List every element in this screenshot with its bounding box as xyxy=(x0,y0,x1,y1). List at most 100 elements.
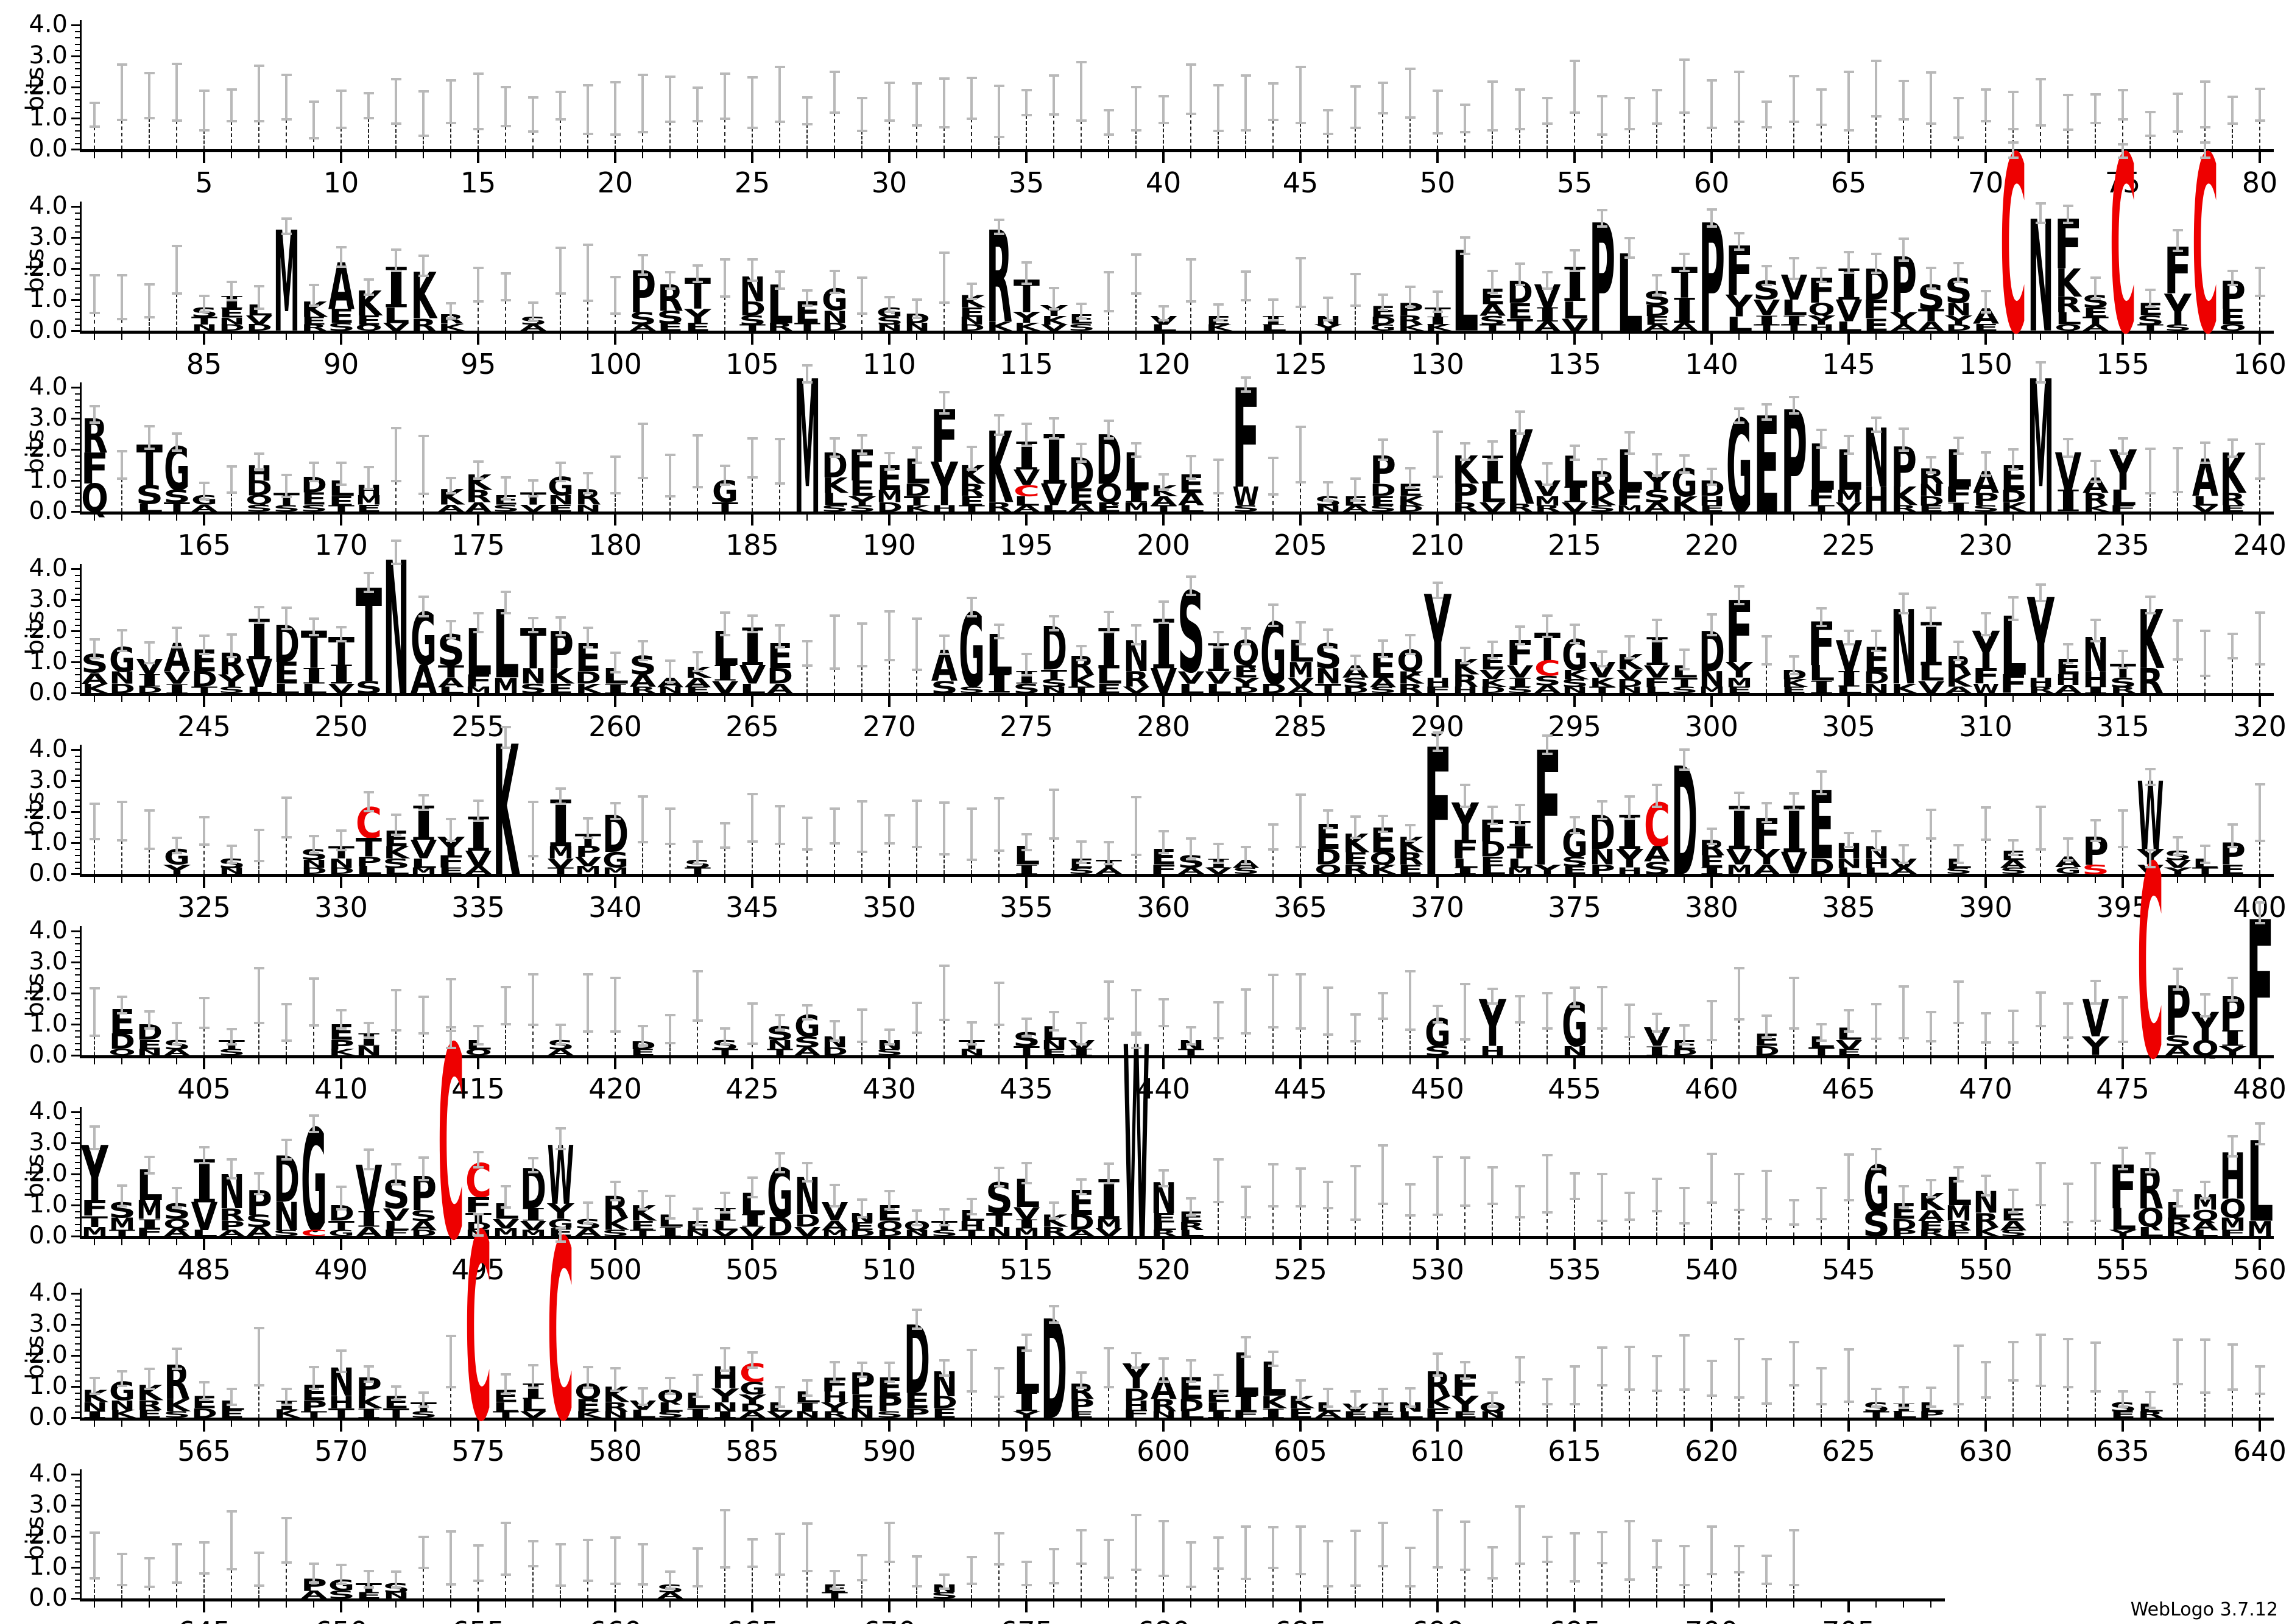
error-bar-cap xyxy=(802,1161,813,1164)
y-minor-tick xyxy=(75,1312,80,1313)
x-tick xyxy=(203,1239,205,1250)
x-minor-tick xyxy=(2177,515,2178,521)
zero-height-marker xyxy=(1026,1585,1027,1598)
error-bar-cap xyxy=(1816,1402,1827,1405)
logo-letter: Y xyxy=(1725,289,1753,324)
error-bar-cap xyxy=(2145,448,2156,451)
svg-text:M: M xyxy=(465,685,491,695)
error-bar-cap xyxy=(1707,1201,1717,1204)
error-bar xyxy=(1875,61,1877,117)
error-bar xyxy=(1902,845,1905,863)
error-bar-cap xyxy=(144,1156,155,1159)
error-bar xyxy=(1930,810,1932,839)
x-minor-tick xyxy=(2067,334,2069,340)
error-bar xyxy=(2231,440,2234,457)
error-bar-cap xyxy=(1460,1520,1470,1524)
error-bar-cap xyxy=(446,302,456,305)
error-bar xyxy=(2231,97,2234,124)
zero-height-marker xyxy=(1272,1206,1274,1236)
zero-height-marker xyxy=(1409,1215,1411,1236)
logo-letter: K xyxy=(2165,1226,2192,1239)
error-bar xyxy=(1793,1530,1795,1585)
error-bar xyxy=(504,1522,507,1575)
svg-text:E: E xyxy=(684,321,710,333)
svg-text:A: A xyxy=(1342,504,1369,513)
error-bar-cap xyxy=(1542,1402,1553,1405)
error-bar xyxy=(1656,90,1658,124)
logo-letter: N xyxy=(986,1225,1012,1239)
x-tick-label: 310 xyxy=(1959,710,2012,743)
error-bar-cap xyxy=(1378,1405,1388,1408)
error-bar xyxy=(1272,300,1274,320)
y-minor-tick xyxy=(75,213,80,214)
logo-letter: V xyxy=(1040,323,1067,332)
zero-height-marker xyxy=(532,1024,534,1055)
y-minor-tick xyxy=(75,793,80,794)
x-minor-tick xyxy=(834,152,835,158)
error-bar xyxy=(1573,1533,1576,1581)
logo-letter: V xyxy=(1561,500,1588,515)
error-bar-cap xyxy=(1159,94,1169,97)
x-minor-tick xyxy=(806,1421,808,1427)
x-minor-tick xyxy=(532,1239,534,1245)
svg-text:G: G xyxy=(1369,323,1395,332)
error-bar xyxy=(1409,1184,1411,1215)
x-tick-label: 345 xyxy=(725,891,779,924)
error-bar-cap xyxy=(2200,1338,2210,1341)
error-bar xyxy=(1190,1027,1192,1044)
logo-letter: E xyxy=(1095,681,1121,696)
error-bar xyxy=(751,616,753,632)
y-tick xyxy=(71,449,80,451)
x-minor-tick xyxy=(642,877,643,883)
x-minor-tick xyxy=(1492,1601,1493,1608)
error-bar-cap xyxy=(693,840,703,843)
x-minor-tick xyxy=(1903,1058,1904,1064)
svg-text:A: A xyxy=(1534,319,1561,334)
error-bar xyxy=(1080,304,1082,319)
logo-letter: P xyxy=(1890,436,1916,501)
error-bar-cap xyxy=(1734,1172,1744,1175)
logo-letter: S xyxy=(820,504,848,513)
error-bar xyxy=(1436,732,1439,751)
logo-letter: D xyxy=(109,681,135,696)
error-bar xyxy=(2067,1339,2069,1387)
logo-letter: L xyxy=(355,864,382,876)
error-bar-cap xyxy=(2036,1333,2046,1336)
error-bar-cap xyxy=(802,816,813,819)
error-bar-cap xyxy=(1104,419,1114,422)
logo-letter: G xyxy=(602,848,628,873)
x-tick xyxy=(751,1601,753,1612)
error-bar-cap xyxy=(1926,1387,1936,1390)
error-bar-cap xyxy=(1268,974,1279,977)
error-bar-cap xyxy=(117,1370,127,1373)
logo-letter: T xyxy=(328,1406,354,1421)
error-bar xyxy=(724,612,726,635)
x-minor-tick xyxy=(806,152,808,158)
error-bar-cap xyxy=(1104,1539,1114,1542)
error-bar-cap xyxy=(1159,1024,1169,1027)
logo-letter: S xyxy=(656,308,684,328)
error-bar-cap xyxy=(1926,1405,1936,1408)
error-bar-cap xyxy=(994,623,1004,626)
y-minor-tick xyxy=(75,1217,80,1218)
error-bar-cap xyxy=(583,1201,593,1204)
zero-height-marker xyxy=(1519,1563,1520,1598)
error-bar xyxy=(1573,1173,1576,1200)
x-tick-label: 170 xyxy=(314,529,368,561)
x-minor-tick xyxy=(1218,1601,1219,1608)
error-bar-cap xyxy=(199,652,210,655)
svg-text:Q: Q xyxy=(2054,323,2082,332)
error-bar xyxy=(1053,616,1055,631)
error-bar xyxy=(2176,1190,2179,1206)
x-tick xyxy=(203,152,205,163)
error-bar-cap xyxy=(1213,1536,1224,1539)
x-tick xyxy=(1162,334,1165,345)
error-bar xyxy=(778,438,781,484)
x-tick-label: 240 xyxy=(2233,529,2287,561)
error-bar xyxy=(121,802,123,841)
logo-letter: F xyxy=(1999,670,2028,700)
x-tick xyxy=(751,1421,753,1432)
x-minor-tick xyxy=(395,152,397,158)
zero-height-marker xyxy=(1711,1573,1712,1598)
error-bar xyxy=(1491,81,1494,131)
